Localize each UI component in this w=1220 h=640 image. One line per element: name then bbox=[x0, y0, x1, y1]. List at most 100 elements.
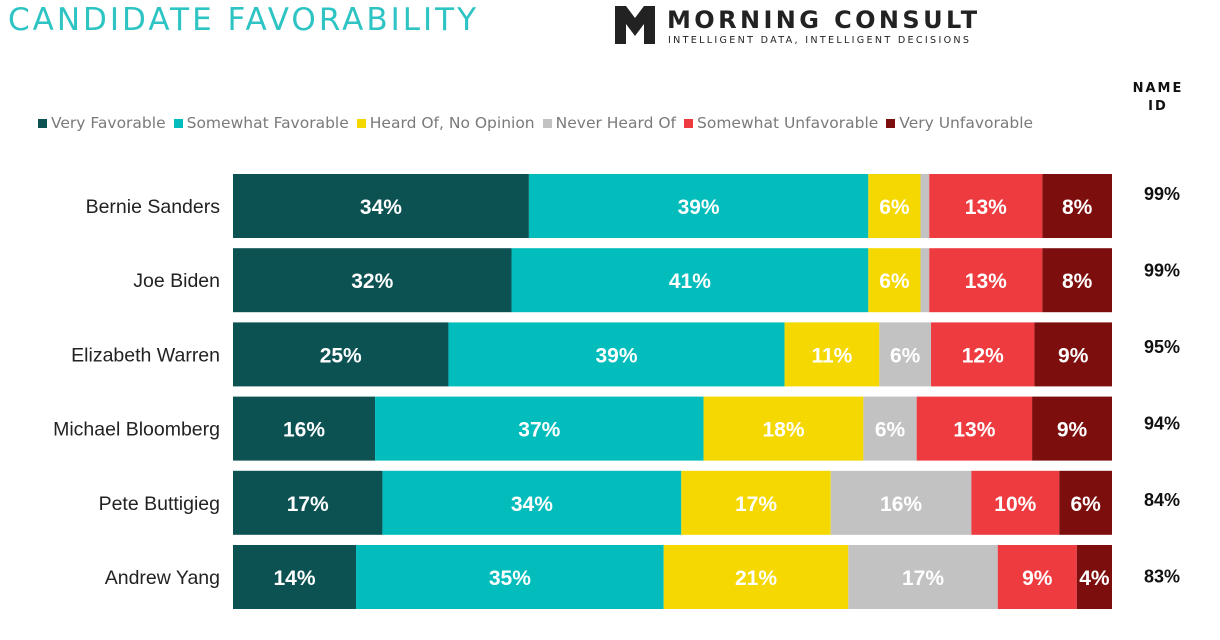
data-label: 35% bbox=[489, 567, 531, 590]
data-label: 17% bbox=[902, 567, 944, 590]
data-label: 11% bbox=[811, 344, 852, 367]
data-label: 6% bbox=[875, 419, 906, 442]
data-label: 32% bbox=[351, 270, 393, 293]
category-label: Bernie Sanders bbox=[86, 196, 221, 218]
legend-label: Very Unfavorable bbox=[899, 114, 1034, 132]
data-label: 13% bbox=[965, 270, 1007, 293]
data-label: 4% bbox=[1079, 567, 1110, 590]
name-id-value: 95% bbox=[1144, 337, 1180, 357]
bar-segment bbox=[1042, 248, 1112, 313]
category-label: Andrew Yang bbox=[105, 567, 220, 589]
data-label: 9% bbox=[1022, 567, 1053, 590]
bar-segment bbox=[681, 470, 831, 535]
bar-segment bbox=[863, 396, 917, 461]
data-label: 21% bbox=[735, 567, 777, 590]
legend-swatch bbox=[542, 118, 552, 128]
bar-segment bbox=[1032, 396, 1112, 461]
data-label: 16% bbox=[880, 493, 922, 516]
bar-segment bbox=[784, 322, 880, 387]
legend-item: Very Favorable bbox=[38, 114, 166, 132]
data-label: 10% bbox=[994, 493, 1036, 516]
bar-segment bbox=[830, 470, 972, 535]
data-label: 13% bbox=[965, 196, 1007, 219]
bar-segment bbox=[879, 322, 932, 387]
bar-segment bbox=[233, 322, 449, 387]
bar-segment bbox=[1042, 174, 1112, 238]
legend-label: Very Favorable bbox=[51, 114, 166, 132]
bar-segment bbox=[356, 545, 664, 609]
bar-segment bbox=[1034, 322, 1112, 387]
bar-segment bbox=[929, 248, 1043, 313]
name-id-header-line2: ID bbox=[1148, 99, 1168, 114]
legend-swatch bbox=[356, 118, 366, 128]
legend-item: Heard Of, No Opinion bbox=[356, 114, 535, 132]
data-label: 34% bbox=[360, 196, 402, 219]
name-id-value: 99% bbox=[1144, 184, 1180, 204]
bar-segment bbox=[528, 174, 869, 238]
bar-segment bbox=[931, 322, 1035, 387]
bar-segment bbox=[929, 174, 1043, 238]
name-id-value: 94% bbox=[1144, 414, 1180, 434]
bar-segment bbox=[868, 174, 921, 238]
legend-label: Somewhat Favorable bbox=[186, 114, 349, 132]
page-title: CANDIDATE FAVORABILITY bbox=[8, 2, 480, 38]
bar-segment bbox=[916, 396, 1033, 461]
bar-segment bbox=[868, 248, 921, 313]
bar-segment bbox=[1059, 470, 1112, 535]
category-label: Elizabeth Warren bbox=[71, 344, 220, 366]
name-id-header-line1: NAME bbox=[1132, 81, 1184, 96]
data-label: 6% bbox=[890, 344, 921, 367]
category-label: Joe Biden bbox=[133, 270, 220, 292]
morning-consult-logo-icon bbox=[615, 6, 655, 44]
data-label: 8% bbox=[1062, 196, 1093, 219]
bar-segment bbox=[448, 322, 785, 387]
bar-segment bbox=[920, 174, 930, 238]
brand-name: MORNING CONSULT bbox=[667, 6, 981, 34]
data-label: 17% bbox=[735, 493, 777, 516]
data-label: 39% bbox=[678, 196, 720, 219]
bar-segment bbox=[920, 248, 930, 313]
name-id-header: NAME ID bbox=[1128, 80, 1188, 116]
bar-segment bbox=[233, 545, 357, 609]
data-label: 6% bbox=[879, 270, 910, 293]
legend-swatch bbox=[38, 118, 47, 128]
data-label: 17% bbox=[287, 493, 329, 516]
bar-segment bbox=[703, 396, 864, 461]
bar-segment bbox=[382, 470, 682, 535]
legend-item: Somewhat Unfavorable bbox=[684, 114, 878, 132]
chart-legend: Very Favorable Somewhat Favorable Heard Of… bbox=[38, 114, 1041, 132]
bar-segment bbox=[233, 174, 529, 238]
data-label: 14% bbox=[274, 567, 316, 590]
bar-segment bbox=[233, 248, 512, 313]
bar-segment bbox=[848, 545, 998, 609]
data-label: 39% bbox=[595, 344, 637, 367]
bar-segment bbox=[997, 545, 1077, 609]
legend-label: Never Heard Of bbox=[555, 114, 676, 132]
data-label: 18% bbox=[762, 419, 804, 442]
name-id-value: 84% bbox=[1144, 490, 1180, 510]
legend-item: Never Heard Of bbox=[542, 114, 676, 132]
data-label: 37% bbox=[518, 419, 560, 442]
data-label: 9% bbox=[1058, 344, 1089, 367]
legend-swatch bbox=[886, 118, 896, 128]
data-label: 6% bbox=[1070, 493, 1101, 516]
bar-segment bbox=[511, 248, 869, 313]
legend-label: Somewhat Unfavorable bbox=[697, 114, 879, 132]
data-label: 25% bbox=[320, 344, 362, 367]
name-id-value: 99% bbox=[1144, 261, 1180, 281]
data-label: 6% bbox=[879, 196, 910, 219]
brand-tagline: INTELLIGENT DATA, INTELLIGENT DECISIONS bbox=[668, 35, 972, 46]
name-id-value: 83% bbox=[1144, 567, 1180, 587]
bar-segment bbox=[971, 470, 1060, 535]
bar-segment bbox=[1076, 545, 1112, 609]
data-label: 41% bbox=[669, 270, 711, 293]
data-label: 12% bbox=[962, 344, 1004, 367]
data-label: 16% bbox=[283, 419, 325, 442]
data-label: 13% bbox=[953, 419, 995, 442]
legend-swatch bbox=[684, 118, 693, 128]
category-label: Pete Buttigieg bbox=[99, 493, 220, 515]
bar-segment bbox=[663, 545, 849, 609]
category-label: Michael Bloomberg bbox=[53, 419, 220, 441]
legend-item: Very Unfavorable bbox=[886, 114, 1033, 132]
